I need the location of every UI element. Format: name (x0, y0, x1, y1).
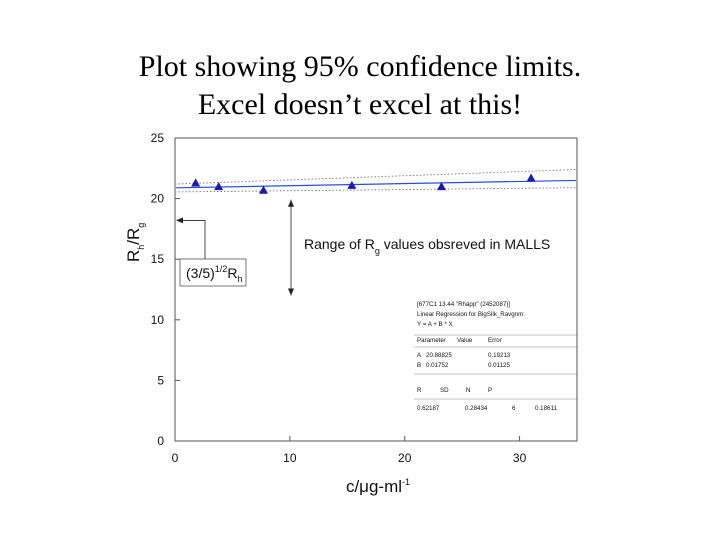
ref-arrowhead (176, 217, 183, 224)
confidence-upper-line (176, 169, 576, 185)
title-line-1: Plot showing 95% confidence limits. (138, 50, 582, 83)
ref-label: (3/5)1/2Rh (186, 264, 242, 284)
y-tick-label: 10 (151, 313, 165, 327)
stat-col-p: P (488, 387, 492, 394)
regression-stats-box: [677C1 13.44 "Rhapp" (2452087)] Linear R… (414, 301, 578, 412)
x-tick-label: 20 (398, 451, 412, 465)
y-tick-label: 20 (151, 192, 165, 206)
y-tick-label: 0 (157, 434, 164, 448)
stat-r-value: 0.62187 (417, 405, 440, 412)
regression-line (176, 179, 576, 189)
slide-title: Plot showing 95% confidence limits. Exce… (0, 48, 720, 124)
stat-n-value: 6 (512, 405, 516, 412)
y-tick-label: 25 (151, 131, 165, 145)
ref-label-box (179, 258, 247, 287)
param-a-value: 20.88825 (426, 352, 452, 359)
data-point (526, 173, 536, 182)
stat-col-n: N (466, 387, 470, 394)
data-points (191, 173, 536, 194)
param-col-parameter: Parameter (417, 337, 446, 344)
stat-col-r: R (417, 387, 422, 394)
param-col-value: Value (457, 337, 473, 344)
range-annotation: Range of Rg values obsreved in MALLS (304, 236, 550, 256)
stats-equation: Y = A + B * X (417, 321, 453, 328)
x-axis: 0 10 20 30 (172, 436, 527, 465)
range-arrowhead-bottom (288, 288, 294, 296)
stats-subheader: Linear Regression for BigSilk_Ravgnm: (417, 311, 525, 318)
data-point (214, 181, 224, 191)
range-arrowhead-top (288, 199, 294, 207)
param-b-error: 0.01125 (488, 362, 510, 369)
data-point (347, 180, 357, 189)
stat-col-sd: SD (440, 387, 449, 394)
param-a-name: A (417, 352, 422, 359)
y-tick-label: 15 (151, 252, 165, 266)
stat-sd-value: 0.28434 (465, 405, 488, 412)
title-line-2: Excel doesn’t excel at this! (197, 88, 523, 121)
x-tick-label: 30 (513, 451, 527, 465)
param-b-value: 0.01752 (426, 362, 449, 369)
plot-frame (174, 137, 578, 442)
stat-p-value: 0.18611 (535, 405, 557, 412)
x-tick-label: 10 (283, 451, 297, 465)
param-a-error: 0.19213 (488, 352, 511, 359)
y-tick-label: 5 (157, 373, 164, 387)
data-point (436, 181, 446, 191)
x-tick-label: 0 (172, 451, 179, 465)
param-b-name: B (417, 362, 421, 369)
data-point (191, 178, 201, 187)
param-col-error: Error (488, 337, 502, 344)
data-point (258, 185, 268, 194)
stats-header: [677C1 13.44 "Rhapp" (2452087)] (417, 301, 510, 308)
y-axis: 0 5 10 15 20 25 (151, 131, 180, 448)
confidence-lower-line (176, 187, 576, 193)
x-axis-label: c/μg-ml-1 (346, 477, 410, 496)
y-axis-label: Rh/Rg (124, 223, 146, 262)
